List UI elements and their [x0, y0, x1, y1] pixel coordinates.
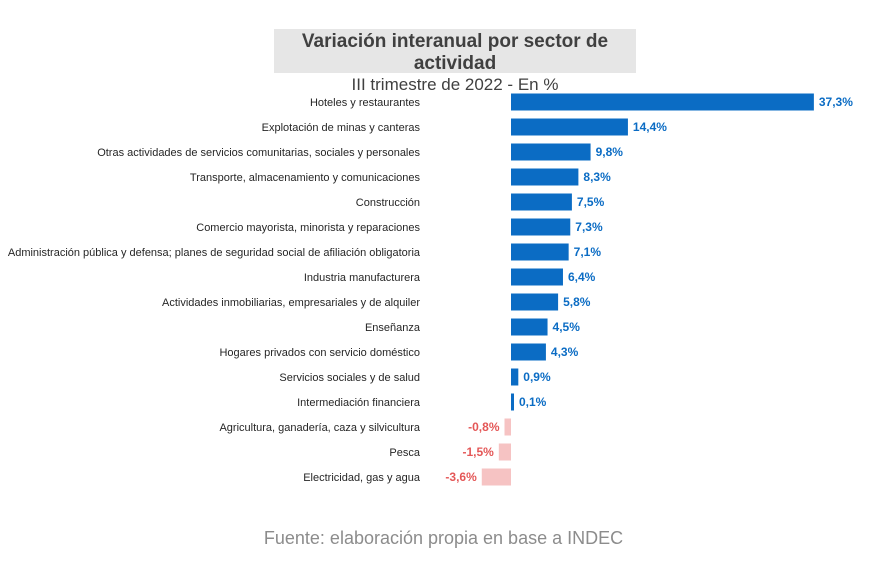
data-label: 6,4% [568, 270, 596, 284]
bar [511, 218, 571, 236]
bar [511, 368, 519, 386]
category-label: Hoteles y restaurantes [310, 97, 421, 109]
data-label: 37,3% [819, 95, 853, 109]
chart-source: Fuente: elaboración propia en base a IND… [263, 528, 624, 548]
category-label: Explotación de minas y canteras [262, 122, 421, 134]
category-label: Comercio mayorista, minorista y reparaci… [196, 222, 420, 234]
bar [504, 418, 511, 436]
chart-title: Variación interanual por sector de activ… [301, 31, 609, 74]
bar [511, 93, 814, 111]
data-label: 4,3% [551, 345, 579, 359]
category-label: Industria manufacturera [304, 272, 421, 284]
bar [481, 468, 511, 486]
data-label: 9,8% [596, 145, 624, 159]
category-label: Otras actividades de servicios comunitar… [97, 147, 420, 159]
data-label: -1,5% [462, 445, 494, 459]
bar [511, 318, 548, 336]
category-label: Transporte, almacenamiento y comunicacio… [190, 172, 421, 184]
data-label: 14,4% [633, 120, 667, 134]
bar [511, 193, 572, 211]
bar [498, 443, 511, 461]
category-label: Intermediación financiera [297, 397, 421, 409]
chart-subtitle: III trimestre de 2022 - En % [351, 75, 559, 94]
data-label: 0,1% [519, 395, 547, 409]
category-label: Pesca [389, 447, 420, 459]
bar [511, 343, 546, 361]
category-label: Hogares privados con servicio doméstico [219, 347, 420, 359]
category-label: Actividades inmobiliarias, empresariales… [162, 297, 420, 309]
data-label: 7,5% [577, 195, 605, 209]
bar [511, 268, 563, 286]
bar [511, 393, 514, 411]
category-label: Electricidad, gas y agua [303, 472, 421, 484]
category-label: Enseñanza [365, 322, 421, 334]
data-label: 5,8% [563, 295, 591, 309]
bar [511, 168, 579, 186]
bar [511, 118, 628, 136]
data-label: -3,6% [445, 470, 477, 484]
category-label: Administración pública y defensa; planes… [8, 247, 421, 259]
bar [511, 143, 591, 161]
bar [511, 293, 559, 311]
category-label: Agricultura, ganadería, caza y silvicult… [219, 422, 420, 434]
data-label: 4,5% [553, 320, 581, 334]
chart-title-box: Variación interanual por sector de activ… [274, 29, 636, 94]
data-label: 0,9% [523, 370, 551, 384]
category-label: Servicios sociales y de salud [279, 372, 420, 384]
data-label: 8,3% [583, 170, 611, 184]
category-label: Construcción [356, 197, 420, 209]
data-label: 7,3% [575, 220, 603, 234]
data-label: -0,8% [468, 420, 500, 434]
bar [511, 243, 569, 261]
data-label: 7,1% [574, 245, 602, 259]
